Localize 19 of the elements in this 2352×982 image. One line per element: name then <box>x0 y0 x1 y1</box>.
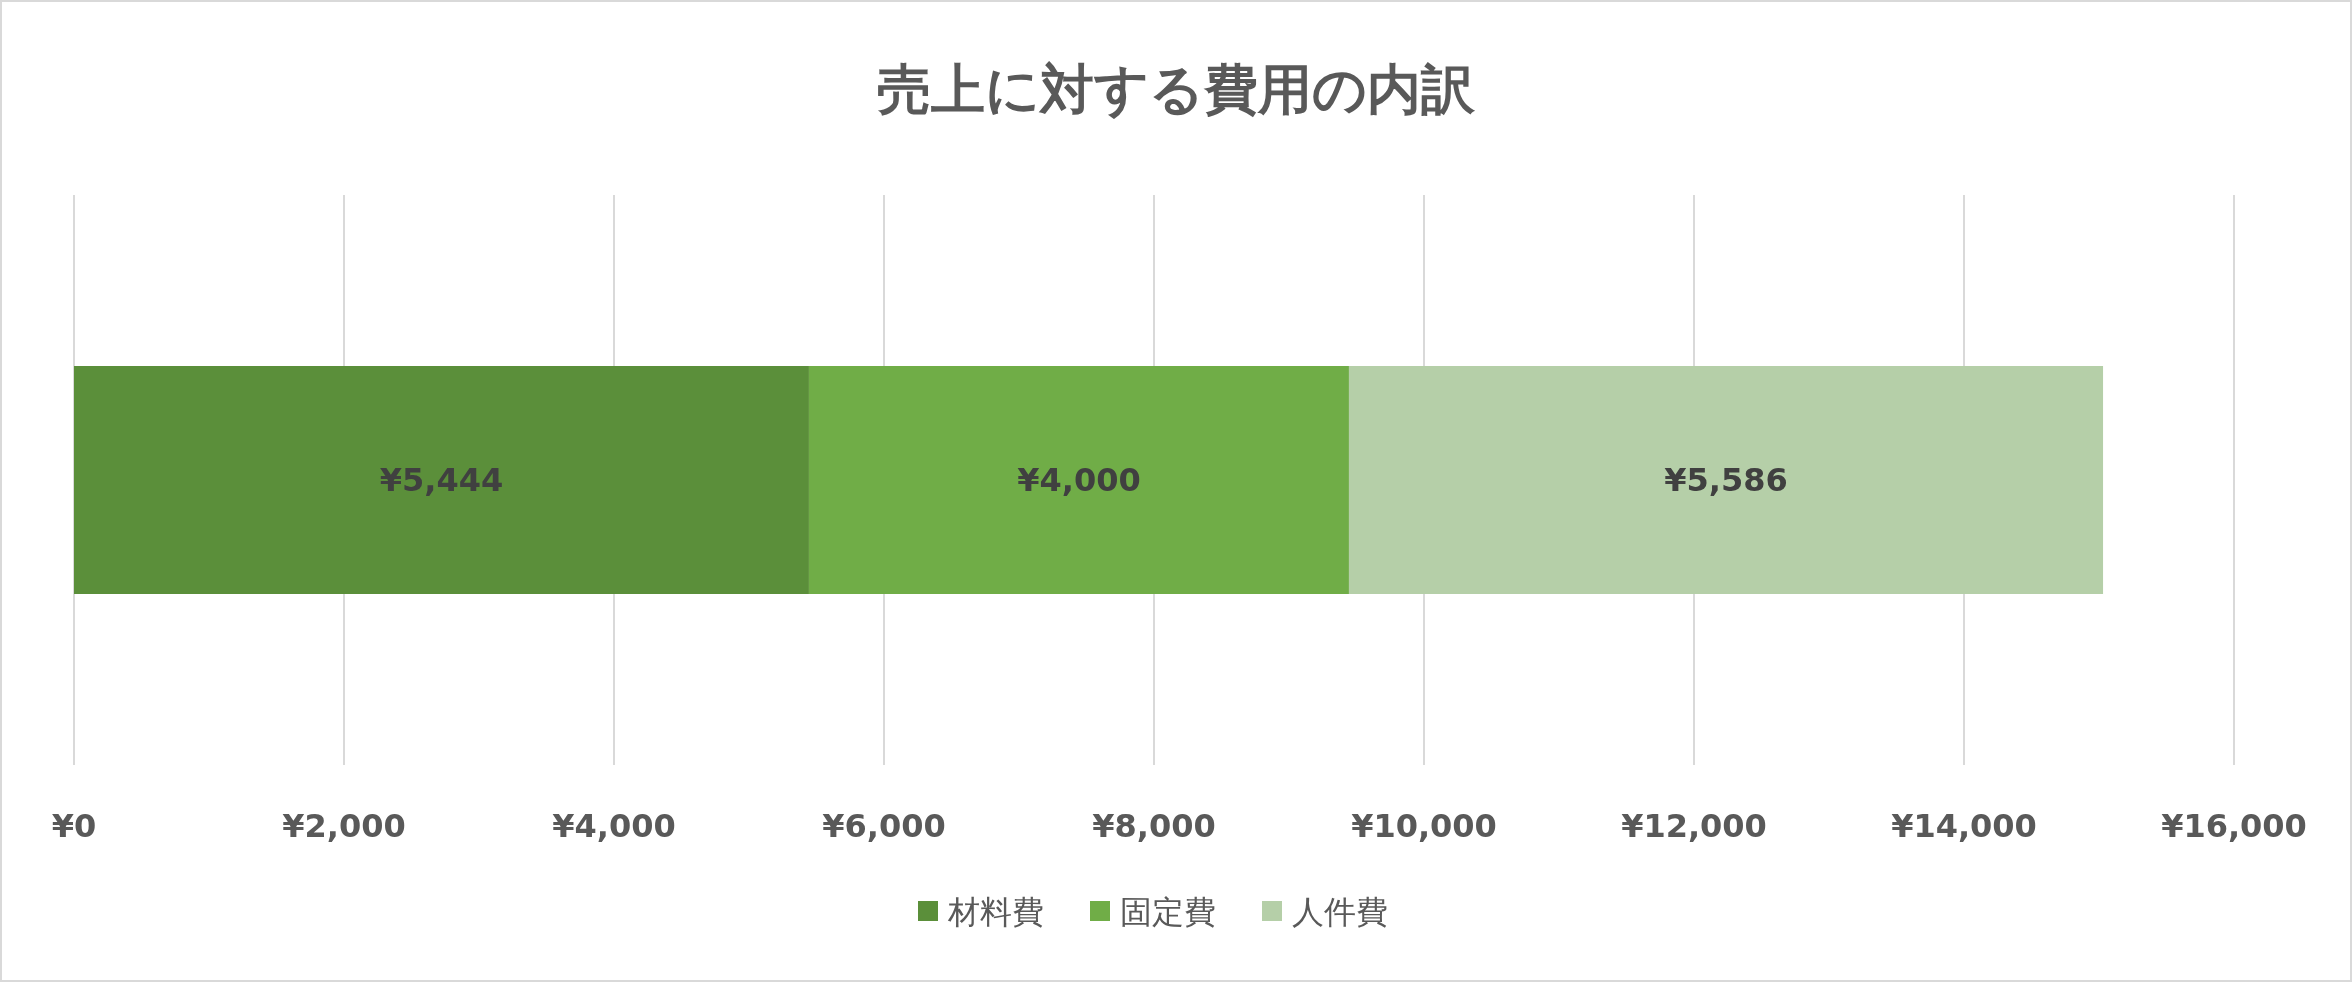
chart-title: 売上に対する費用の内訳 <box>877 58 1476 121</box>
data-label: ¥5,444 <box>379 461 504 499</box>
legend-label: 材料費 <box>947 893 1044 931</box>
x-tick-label: ¥8,000 <box>1092 807 1216 845</box>
x-tick-label: ¥2,000 <box>282 807 406 845</box>
bar <box>74 366 809 594</box>
x-tick-label: ¥14,000 <box>1891 807 2037 845</box>
x-tick-label: ¥0 <box>51 807 97 845</box>
data-label: ¥4,000 <box>1017 461 1141 499</box>
data-label: ¥5,586 <box>1664 461 1788 499</box>
x-tick-label: ¥6,000 <box>822 807 946 845</box>
legend-label: 人件費 <box>1292 893 1388 931</box>
x-tick-label: ¥12,000 <box>1621 807 1767 845</box>
bar <box>808 366 1349 594</box>
x-tick-label: ¥16,000 <box>2161 807 2307 845</box>
x-tick-label: ¥4,000 <box>552 807 676 845</box>
x-tick-label: ¥10,000 <box>1351 807 1497 845</box>
bar <box>1348 366 2104 594</box>
legend-label: 固定費 <box>1120 893 1216 931</box>
